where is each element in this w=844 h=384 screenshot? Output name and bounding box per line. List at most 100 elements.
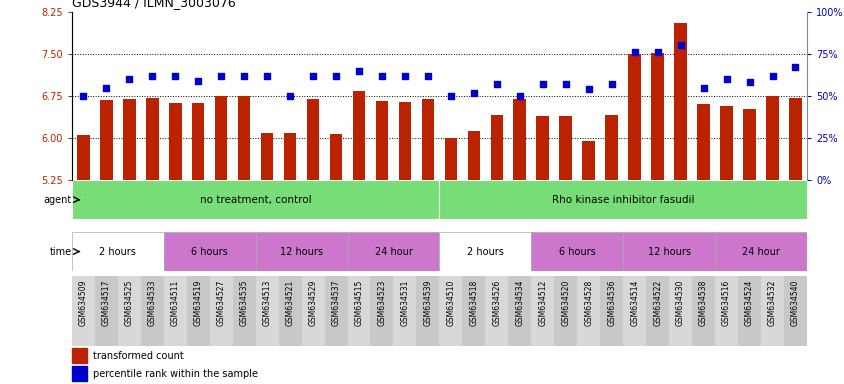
Point: [329, 73, 343, 79]
Bar: [508, 276, 531, 346]
Bar: [696, 104, 709, 180]
Bar: [209, 276, 232, 346]
Bar: [743, 109, 755, 180]
Point: [398, 73, 411, 79]
Point: [559, 81, 572, 87]
Point: [467, 89, 480, 96]
Text: GSM634536: GSM634536: [607, 280, 615, 326]
Text: GSM634523: GSM634523: [377, 280, 386, 326]
Bar: [467, 131, 479, 180]
Text: 12 hours: 12 hours: [279, 247, 322, 257]
Text: 6 hours: 6 hours: [191, 247, 228, 257]
Bar: [72, 348, 87, 363]
Text: no treatment, control: no treatment, control: [199, 195, 311, 205]
Point: [352, 68, 365, 74]
Bar: [72, 366, 87, 381]
Bar: [623, 232, 714, 271]
Bar: [651, 53, 663, 180]
Bar: [513, 99, 526, 180]
Point: [237, 73, 251, 79]
Bar: [117, 276, 141, 346]
Text: GSM634537: GSM634537: [331, 280, 340, 326]
Text: GSM634515: GSM634515: [354, 280, 363, 326]
Bar: [141, 276, 164, 346]
Bar: [398, 102, 411, 180]
Point: [673, 42, 686, 48]
Bar: [376, 101, 388, 180]
Text: agent: agent: [44, 195, 72, 205]
Point: [420, 73, 434, 79]
Point: [375, 73, 388, 79]
Bar: [261, 132, 273, 180]
Text: GSM634531: GSM634531: [400, 280, 409, 326]
Bar: [646, 276, 668, 346]
Point: [650, 49, 663, 55]
Point: [145, 73, 159, 79]
Bar: [347, 232, 439, 271]
Point: [696, 84, 710, 91]
Bar: [628, 54, 641, 180]
Bar: [576, 276, 599, 346]
Bar: [237, 96, 250, 180]
Bar: [72, 180, 439, 219]
Text: transformed count: transformed count: [93, 351, 183, 361]
Bar: [484, 276, 508, 346]
Text: GSM634539: GSM634539: [423, 280, 432, 326]
Bar: [439, 276, 462, 346]
Text: GSM634512: GSM634512: [538, 280, 547, 326]
Bar: [306, 99, 319, 180]
Point: [765, 73, 778, 79]
Bar: [169, 103, 181, 180]
Text: GSM634513: GSM634513: [262, 280, 271, 326]
Bar: [72, 232, 164, 271]
Text: GSM634532: GSM634532: [767, 280, 776, 326]
Bar: [691, 276, 714, 346]
Bar: [719, 106, 732, 180]
Text: GSM634528: GSM634528: [583, 280, 592, 326]
Text: GSM634511: GSM634511: [170, 280, 180, 326]
Bar: [416, 276, 439, 346]
Bar: [439, 180, 806, 219]
Bar: [187, 276, 209, 346]
Text: 12 hours: 12 hours: [647, 247, 690, 257]
Text: GDS3944 / ILMN_3003076: GDS3944 / ILMN_3003076: [72, 0, 235, 9]
Text: GSM634525: GSM634525: [125, 280, 133, 326]
Point: [77, 93, 90, 99]
Bar: [255, 276, 279, 346]
Text: time: time: [50, 247, 72, 257]
Text: GSM634519: GSM634519: [193, 280, 203, 326]
Bar: [329, 134, 342, 180]
Point: [214, 73, 228, 79]
Text: 2 hours: 2 hours: [467, 247, 503, 257]
Point: [122, 76, 136, 82]
Text: GSM634529: GSM634529: [308, 280, 317, 326]
Text: GSM634521: GSM634521: [285, 280, 295, 326]
Text: GSM634516: GSM634516: [722, 280, 730, 326]
Point: [490, 81, 503, 87]
Bar: [146, 98, 159, 180]
Bar: [623, 276, 646, 346]
Text: 24 hour: 24 hour: [741, 247, 779, 257]
Bar: [164, 276, 187, 346]
Text: GSM634538: GSM634538: [698, 280, 707, 326]
Bar: [352, 91, 365, 180]
Bar: [554, 276, 576, 346]
Bar: [668, 276, 691, 346]
Bar: [783, 276, 806, 346]
Bar: [95, 276, 117, 346]
Bar: [72, 276, 95, 346]
Text: 2 hours: 2 hours: [100, 247, 136, 257]
Text: GSM634510: GSM634510: [446, 280, 455, 326]
Text: 6 hours: 6 hours: [558, 247, 595, 257]
Bar: [421, 99, 434, 180]
Point: [512, 93, 526, 99]
Bar: [393, 276, 416, 346]
Text: GSM634527: GSM634527: [216, 280, 225, 326]
Bar: [370, 276, 393, 346]
Bar: [760, 276, 783, 346]
Point: [742, 79, 755, 86]
Bar: [255, 232, 347, 271]
Point: [627, 49, 641, 55]
Bar: [439, 232, 531, 271]
Bar: [582, 141, 594, 180]
